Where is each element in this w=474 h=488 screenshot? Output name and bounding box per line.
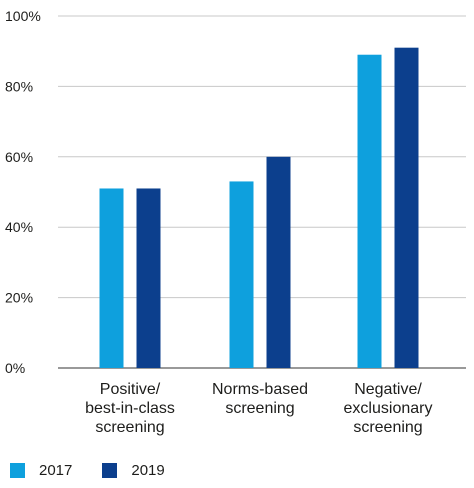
y-tick-label: 20%	[5, 290, 33, 306]
legend: 2017 2019	[10, 462, 195, 479]
bar-2019-0	[136, 188, 161, 368]
y-tick-label: 60%	[5, 149, 33, 165]
legend-swatch-2019	[102, 463, 118, 478]
y-tick-label: 80%	[5, 78, 33, 94]
legend-item-2017: 2017	[10, 462, 72, 479]
bar-2017-2	[357, 54, 382, 368]
bar-chart: 0% 20% 40% 60% 80% 100% Positive/best-in-class…	[5, 8, 466, 436]
bar-2017-1	[229, 181, 254, 368]
category-label: Negative/exclusionary screening	[344, 381, 433, 436]
bar-2019-2	[394, 47, 419, 369]
y-tick-label: 0%	[5, 360, 25, 376]
category-label: Positive/best-in-class screening	[85, 381, 175, 436]
category-label: Norms-based screening	[212, 381, 308, 417]
y-tick-label: 40%	[5, 219, 33, 235]
legend-swatch-2017	[10, 463, 25, 478]
legend-item-2019: 2019	[102, 462, 165, 479]
legend-label-2017: 2017	[39, 462, 73, 479]
legend-label-2019: 2019	[131, 462, 165, 479]
bar-2017-0	[99, 188, 124, 368]
bar-2019-1	[266, 156, 291, 368]
y-tick-label: 100%	[5, 8, 41, 24]
